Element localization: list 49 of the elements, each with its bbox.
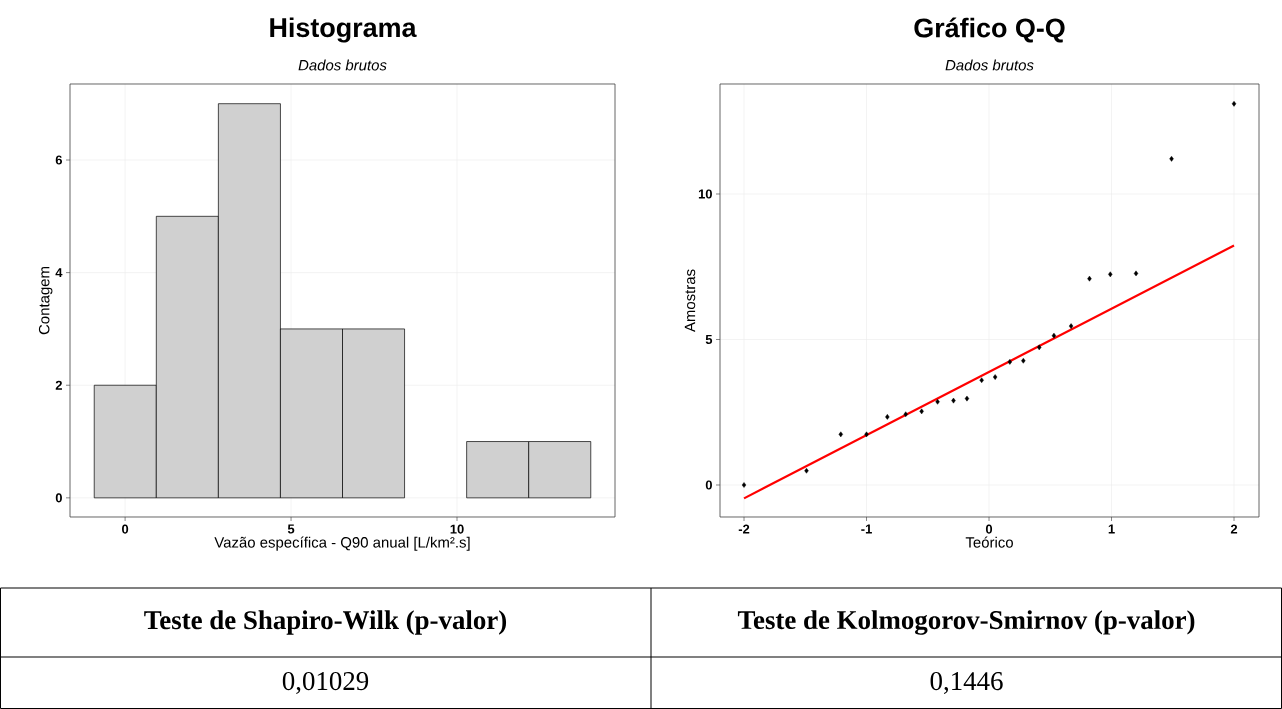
- point: [935, 398, 940, 405]
- point: [919, 408, 924, 415]
- x-tick-label: 2: [1230, 524, 1238, 534]
- point: [979, 377, 984, 384]
- point: [1108, 271, 1113, 278]
- x-tick-label: 5: [287, 524, 295, 534]
- y-axis-title: Contagem: [38, 267, 53, 335]
- point: [1133, 270, 1139, 277]
- point: [903, 411, 908, 418]
- y-tick-label: 0: [55, 493, 62, 503]
- point: [885, 414, 890, 420]
- y-axis-title: Amostras: [684, 269, 696, 333]
- y-tick-label: 0: [705, 480, 712, 490]
- point: [1037, 344, 1042, 351]
- y-tick-label: 5: [705, 334, 713, 345]
- chart-title: Gráfico Q-Q: [914, 17, 1065, 43]
- point: [1021, 357, 1026, 364]
- chart-subtitle: Dados brutos: [945, 59, 1034, 71]
- point: [804, 467, 809, 474]
- point: [1169, 155, 1174, 162]
- text: Teste de Kolmogorov-Smirnov (p-valor): [737, 610, 1195, 635]
- text: Teste de Shapiro-Wilk (p-valor): [144, 610, 507, 635]
- x-axis-title: Teórico: [965, 536, 1013, 548]
- x-tick-label: 10: [450, 524, 464, 534]
- point: [951, 397, 956, 404]
- point: [1087, 275, 1092, 282]
- text: 0,1446: [930, 671, 1003, 695]
- chart-subtitle: Dados brutos: [298, 59, 387, 71]
- x-tick-label: 0: [985, 524, 993, 534]
- chart-title: Histograma: [270, 17, 417, 43]
- point: [1231, 100, 1237, 107]
- x-tick-label: 1: [1108, 524, 1115, 534]
- point: [1051, 332, 1057, 339]
- text: 0,01029: [282, 671, 369, 695]
- y-tick-label: 6: [55, 155, 63, 165]
- point: [993, 374, 998, 380]
- x-axis-title: Vazão específica - Q90 anual [L/km².s]: [214, 536, 470, 551]
- point: [1068, 323, 1074, 329]
- x-tick-label: 0: [122, 524, 129, 534]
- point: [864, 431, 869, 438]
- x-tick-label: -1: [861, 524, 872, 534]
- x-tick-label: -2: [738, 524, 750, 534]
- point: [741, 482, 747, 488]
- point: [1007, 359, 1012, 365]
- y-tick-label: 2: [55, 380, 62, 390]
- y-tick-label: 10: [698, 189, 712, 199]
- point: [964, 395, 970, 402]
- point: [838, 431, 843, 438]
- y-tick-label: 4: [55, 268, 63, 278]
